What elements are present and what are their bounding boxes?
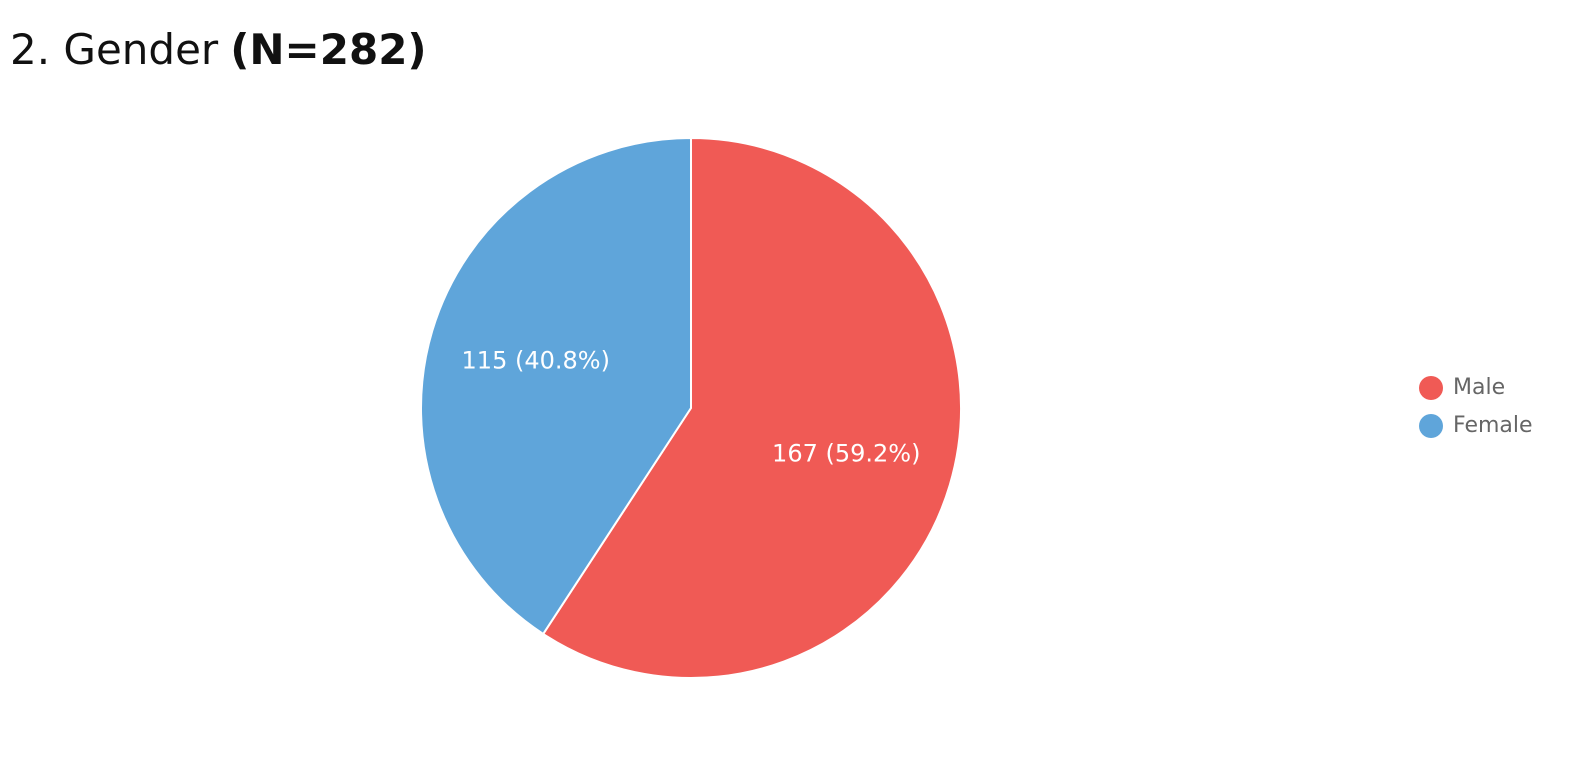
legend-label: Female (1453, 413, 1533, 438)
data-label: 115 (40.8%) (462, 347, 610, 375)
pie-slice (420, 136, 692, 636)
legend-marker (1419, 414, 1443, 438)
pie-slice (541, 136, 962, 679)
title-text: 2. Gender (10, 25, 219, 74)
title-emphasis: (N=282) (230, 25, 426, 74)
chart-title: 2. Gender (N=282) (10, 25, 427, 74)
legend-marker (1419, 376, 1443, 400)
data-label: 167 (59.2%) (772, 439, 920, 467)
legend-label: Male (1453, 375, 1505, 400)
